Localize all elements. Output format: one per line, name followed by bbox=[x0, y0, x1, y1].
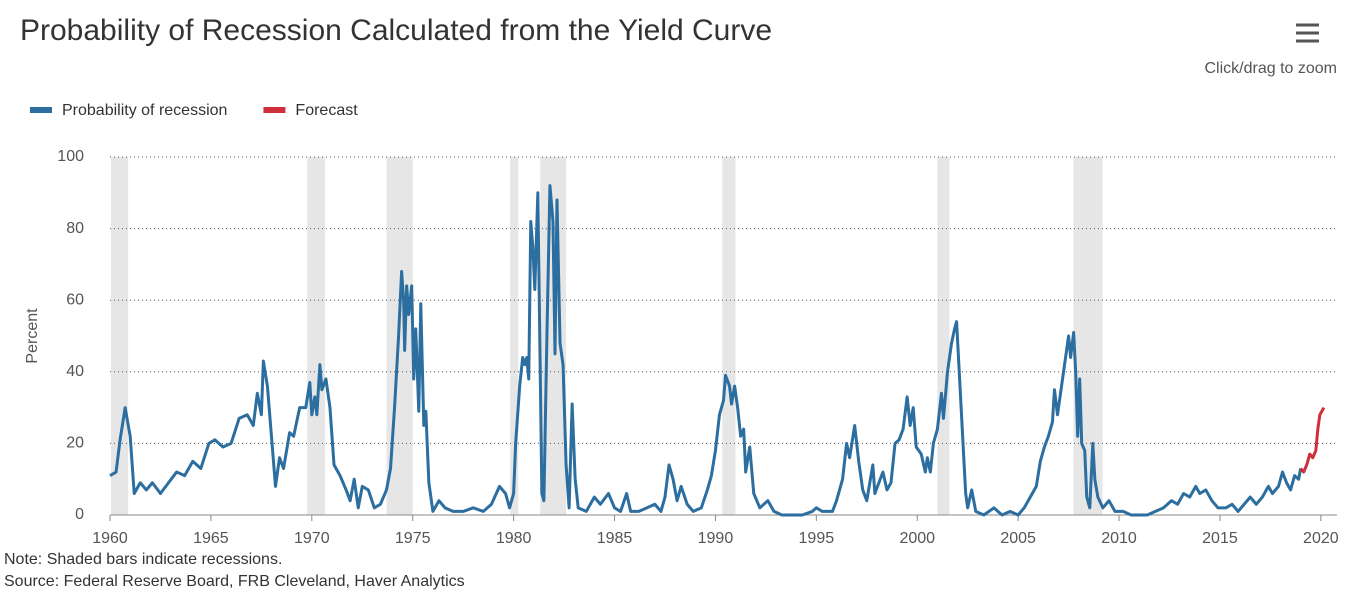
y-tick-label: 0 bbox=[75, 506, 84, 523]
chart-title: Probability of Recession Calculated from… bbox=[20, 14, 772, 47]
note: Note: Shaded bars indicate recessions. bbox=[4, 551, 282, 568]
x-tick-label: 1990 bbox=[698, 530, 734, 547]
recession-band bbox=[111, 157, 129, 515]
zoom-hint: Click/drag to zoom bbox=[1205, 60, 1338, 77]
x-tick-label: 2000 bbox=[899, 530, 935, 547]
recession-band bbox=[1073, 157, 1103, 515]
y-tick-label: 40 bbox=[66, 363, 84, 380]
x-tick-label: 2015 bbox=[1202, 530, 1238, 547]
legend-label: Probability of recession bbox=[62, 102, 227, 119]
menu-button[interactable] bbox=[1290, 18, 1324, 48]
x-tick-label: 1960 bbox=[92, 530, 128, 547]
series-line bbox=[1299, 406, 1326, 474]
y-tick-label: 20 bbox=[66, 435, 84, 452]
recession-band bbox=[722, 157, 736, 515]
legend-swatch bbox=[30, 107, 52, 113]
series-line bbox=[109, 184, 1303, 517]
y-axis-title: Percent bbox=[24, 308, 41, 364]
recession-band bbox=[510, 157, 519, 515]
x-tick-label: 1965 bbox=[193, 530, 229, 547]
x-tick-label: 2010 bbox=[1101, 530, 1137, 547]
y-tick-label: 80 bbox=[66, 220, 84, 237]
recession-band bbox=[307, 157, 326, 515]
legend-swatch bbox=[263, 107, 286, 113]
x-tick-label: 2005 bbox=[1000, 530, 1036, 547]
legend-label: Forecast bbox=[295, 102, 358, 119]
x-tick-label: 1970 bbox=[294, 530, 330, 547]
x-tick-label: 1980 bbox=[496, 530, 532, 547]
x-tick-label: 1995 bbox=[799, 530, 835, 547]
source: Source: Federal Reserve Board, FRB Cleve… bbox=[4, 573, 465, 590]
recession-band bbox=[937, 157, 950, 515]
y-tick-label: 60 bbox=[66, 291, 84, 308]
x-tick-label: 1985 bbox=[597, 530, 633, 547]
x-tick-label: 1975 bbox=[395, 530, 431, 547]
x-tick-label: 2020 bbox=[1303, 530, 1339, 547]
y-tick-label: 100 bbox=[57, 148, 84, 165]
